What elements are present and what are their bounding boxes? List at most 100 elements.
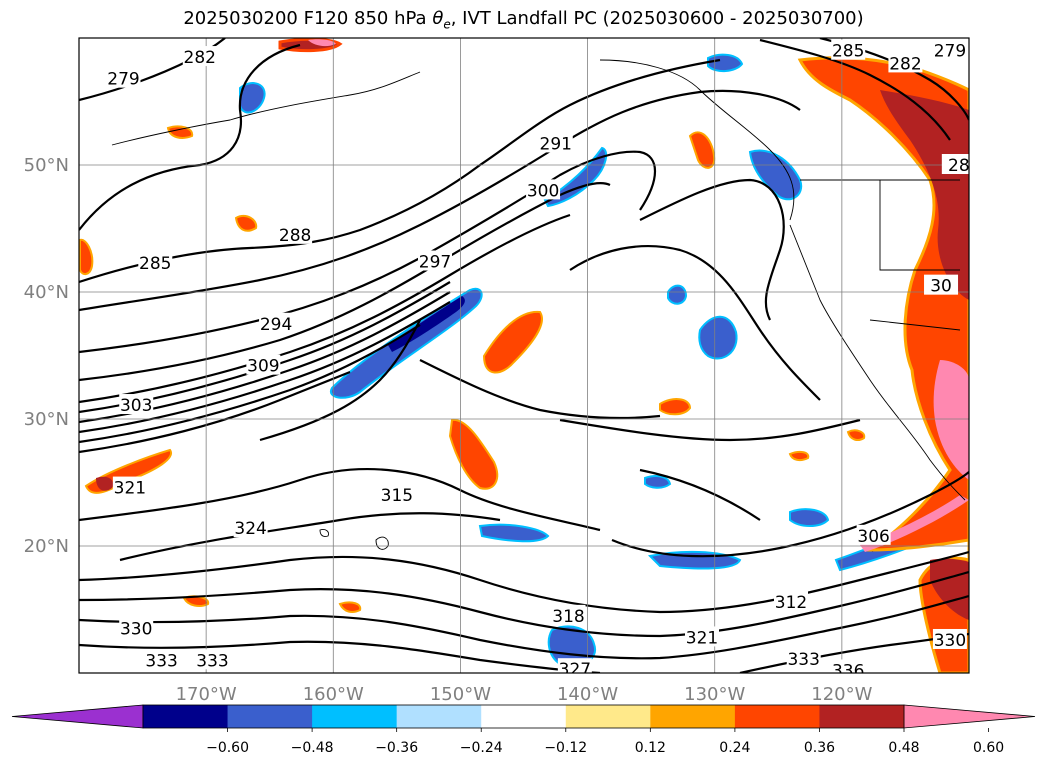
blue-small-feature: [478, 523, 550, 543]
contour-label-bg: [119, 394, 154, 415]
longitude-labels: 170°W 160°W 150°W 140°W 130°W 120°W: [176, 684, 873, 705]
theta-e-contours: [79, 38, 969, 673]
contour-label-bg: [259, 312, 294, 333]
contour-label-bg: [831, 659, 866, 673]
orange-feature: [448, 418, 499, 490]
contour-label: 321: [114, 479, 146, 499]
contour-label-bg: [119, 617, 154, 638]
lon-tick-label: 160°W: [303, 684, 364, 705]
chart-title: 2025030200 F120 850 hPa θe, IVT Landfall…: [183, 8, 864, 32]
contour-label-bg: [932, 39, 967, 60]
orange-feature: [846, 429, 866, 441]
contour-label: 315: [381, 486, 413, 506]
colorbar-tick-label: −0.48: [291, 740, 334, 756]
contour-label: 279: [107, 70, 139, 90]
coastal-pink-core: [933, 360, 969, 480]
contour-label-bg: [551, 604, 586, 625]
orange-feature: [234, 214, 258, 232]
contour-label-bg: [941, 154, 969, 174]
colorbar-segment: [565, 705, 651, 728]
contour-label: 309: [247, 357, 279, 377]
contour-label: 282: [184, 48, 216, 68]
contour-label-bg: [418, 250, 452, 271]
orange-feature: [788, 450, 810, 462]
contour-label-bg: [557, 658, 592, 673]
colorbar-segment: [650, 705, 736, 728]
contour-label-bg: [233, 517, 268, 538]
navy-core-feature: [388, 296, 465, 352]
contour-label: 294: [260, 315, 292, 335]
contour-label-bg: [195, 649, 230, 670]
contour-label: 333: [145, 651, 177, 671]
contour-label-bg: [246, 354, 281, 375]
contour-label-bg: [786, 648, 821, 669]
orange-feature: [338, 601, 362, 613]
blue-small-feature: [239, 82, 266, 114]
contour-label-bg: [924, 274, 959, 295]
contour-label: 288: [279, 226, 311, 246]
darkred-core-feature: [96, 476, 114, 491]
blue-small-feature: [644, 475, 672, 489]
lat-tick-label: 20°N: [24, 536, 69, 557]
contour-label: 330: [934, 631, 966, 651]
colorbar-segment: [312, 705, 398, 728]
contour-label-bg: [106, 67, 141, 88]
colorbar-tick-label: −0.60: [206, 740, 249, 756]
colorbar-tick-label: −0.36: [375, 740, 418, 756]
colorbar-tick-label: 0.36: [804, 740, 835, 756]
contour-label: 285: [832, 42, 864, 62]
coastal-darkred-core: [880, 90, 969, 300]
blue-small-feature: [543, 146, 608, 208]
contour-label-bg: [138, 251, 173, 272]
colorbar-segment: [227, 705, 313, 728]
contour-labels: 279 282 285 288 291 294 297 300 303 309 315 318 321 3…: [106, 39, 969, 681]
orange-feature: [166, 125, 194, 139]
coastlines: [111, 59, 966, 550]
lon-tick-label: 140°W: [557, 684, 618, 705]
contour-label: 336: [832, 661, 864, 681]
map-panel: 279 282 285 288 291 294 297 300 303 309 315 318 321 3…: [79, 38, 969, 681]
contour-label-bg: [538, 132, 573, 153]
colorbar-segment: [481, 705, 567, 728]
colorbar-segment: [143, 705, 229, 728]
contour-label: 321: [686, 628, 718, 648]
gridlines: [79, 38, 969, 673]
colorbar-tick-label: 0.48: [888, 740, 919, 756]
contour-label: 285: [139, 254, 171, 274]
contour-label: 324: [234, 519, 266, 539]
contour-label-bg: [112, 476, 147, 497]
lat-tick-label: 50°N: [24, 155, 69, 176]
contour-label-bg: [888, 52, 923, 73]
contour-label: 312: [775, 593, 807, 613]
contour-label: 300: [527, 181, 559, 201]
colorbar-extend-under: [11, 704, 144, 729]
contour-label: 279: [934, 42, 966, 62]
blue-small-feature: [748, 149, 803, 201]
blue-small-feature: [698, 315, 738, 360]
orange-feature: [79, 238, 94, 276]
contour-label: 282: [889, 54, 921, 74]
contour-label: 333: [196, 651, 228, 671]
lon-tick-label: 150°W: [430, 684, 491, 705]
colorbar-tick-label: −0.12: [544, 740, 587, 756]
colorbar-tick-label: 0.12: [635, 740, 666, 756]
map-frame: [78, 37, 970, 674]
colorbar-tick-label: 0.24: [719, 740, 750, 756]
contour-label-bg: [831, 39, 866, 60]
contour-label-bg: [182, 46, 217, 67]
contour-label-bg: [379, 484, 414, 505]
contour-label: 330: [120, 620, 152, 640]
contour-label-bg: [278, 223, 313, 244]
contour-label: 333: [787, 650, 819, 670]
colorbar-segment: [734, 705, 820, 728]
contour-label: 318: [552, 607, 584, 627]
orange-feature: [659, 398, 692, 416]
contour-label-bg: [526, 179, 561, 200]
lon-tick-label: 120°W: [811, 684, 872, 705]
contour-label-bg: [774, 590, 808, 611]
colorbar-extend-over: [903, 704, 1036, 729]
contour-label-bg: [685, 626, 719, 647]
contour-label-bg: [856, 524, 891, 545]
lat-tick-label: 30°N: [24, 409, 69, 430]
